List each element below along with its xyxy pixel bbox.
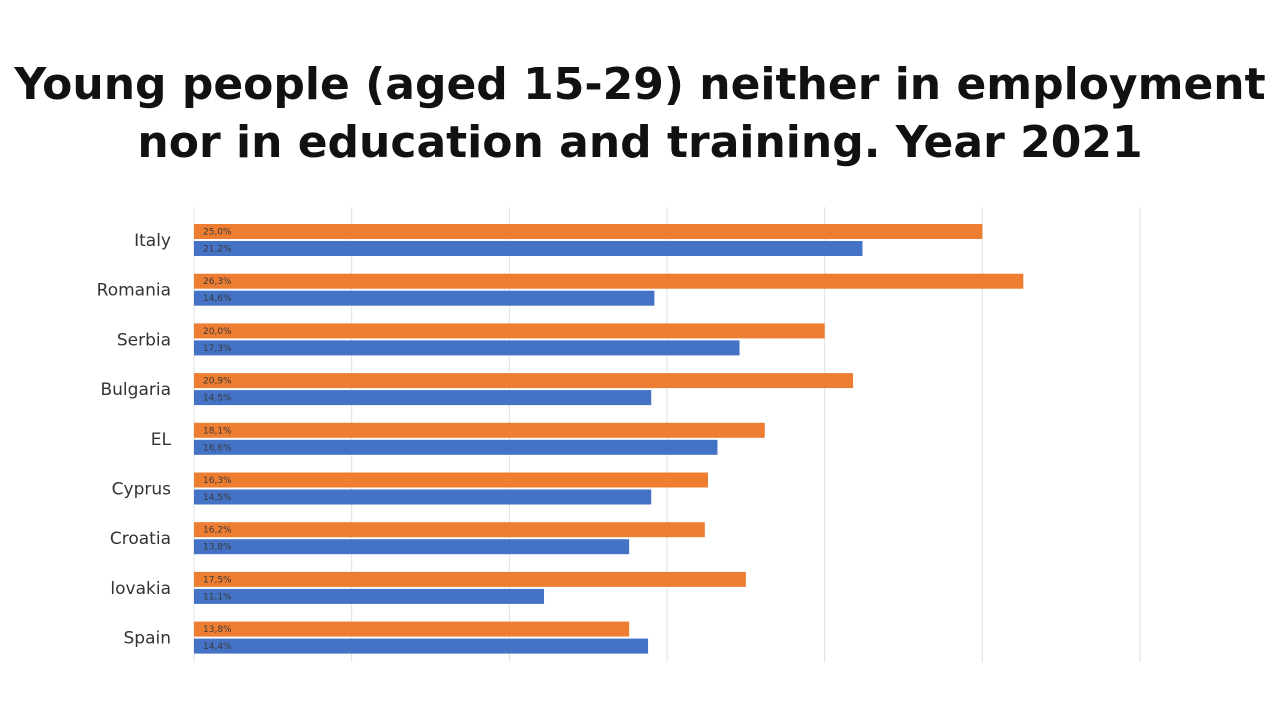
category-label: lovakia: [110, 579, 171, 599]
data-label: 11,1%: [203, 592, 232, 602]
data-label: 13,8%: [203, 625, 232, 635]
data-label: 14,6%: [203, 294, 232, 304]
category-label: Serbia: [117, 330, 171, 350]
data-label: 16,2%: [203, 526, 232, 536]
data-label: 14,5%: [203, 394, 232, 404]
data-label: 17,3%: [203, 344, 232, 354]
blue-bar: [194, 340, 740, 356]
category-label: Spain: [124, 629, 172, 649]
chart-title: Young people (aged 15-29) neither in emp…: [0, 56, 1280, 172]
data-label: 14,5%: [203, 493, 232, 503]
blue-bar: [194, 638, 649, 654]
orange-bar: [194, 522, 705, 538]
category-label: Cyprus: [112, 480, 171, 500]
orange-bar: [194, 323, 825, 339]
blue-bar: [194, 489, 652, 505]
category-label: Italy: [134, 231, 171, 251]
data-label: 14,4%: [203, 642, 232, 652]
chart-title-line-2: nor in education and training. Year 2021: [137, 117, 1143, 168]
blue-bar: [194, 390, 652, 406]
data-label: 20,0%: [203, 327, 232, 337]
data-label: 25,0%: [203, 228, 232, 238]
orange-bar: [194, 621, 630, 637]
data-label: 17,5%: [203, 575, 232, 585]
labels: Italy 25,0% 21,2% Romania 26,3% 14,6% Serbia 20…: [97, 228, 232, 653]
data-label: 16,3%: [203, 476, 232, 486]
orange-bar: [194, 571, 746, 587]
bars: [194, 224, 1024, 654]
data-label: 26,3%: [203, 277, 232, 287]
orange-bar: [194, 224, 983, 239]
orange-bar: [194, 472, 708, 488]
blue-bar: [194, 588, 545, 604]
data-label: 16,6%: [203, 443, 232, 453]
chart-title-line-1: Young people (aged 15-29) neither in emp…: [14, 59, 1266, 110]
orange-bar: [194, 422, 765, 438]
data-label: 21,2%: [203, 245, 232, 255]
data-label: 18,1%: [203, 426, 232, 436]
category-label: EL: [151, 430, 172, 450]
orange-bar: [194, 273, 1024, 289]
data-label: 20,9%: [203, 377, 232, 387]
blue-bar: [194, 290, 655, 306]
category-label: Romania: [97, 281, 171, 301]
category-label: Bulgaria: [101, 380, 172, 400]
blue-bar: [194, 539, 630, 555]
blue-bar: [194, 241, 863, 256]
orange-bar: [194, 373, 854, 389]
blue-bar: [194, 439, 718, 455]
data-label: 13,8%: [203, 543, 232, 553]
category-label: Croatia: [110, 529, 171, 549]
